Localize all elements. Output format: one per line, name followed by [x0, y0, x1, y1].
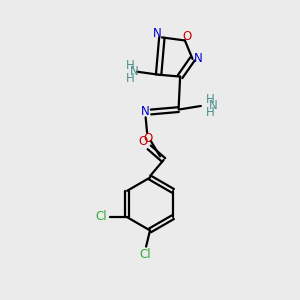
Text: Cl: Cl — [95, 210, 106, 223]
Text: N: N — [153, 27, 162, 40]
Text: H: H — [126, 72, 134, 85]
Text: O: O — [143, 132, 152, 145]
Text: N: N — [130, 65, 138, 78]
Text: H: H — [206, 106, 214, 119]
Text: H: H — [126, 58, 134, 72]
Text: N: N — [141, 105, 149, 118]
Text: H: H — [206, 94, 214, 106]
Text: N: N — [208, 100, 217, 112]
Text: O: O — [139, 135, 148, 148]
Text: O: O — [183, 30, 192, 44]
Text: N: N — [194, 52, 202, 65]
Text: Cl: Cl — [140, 248, 151, 262]
